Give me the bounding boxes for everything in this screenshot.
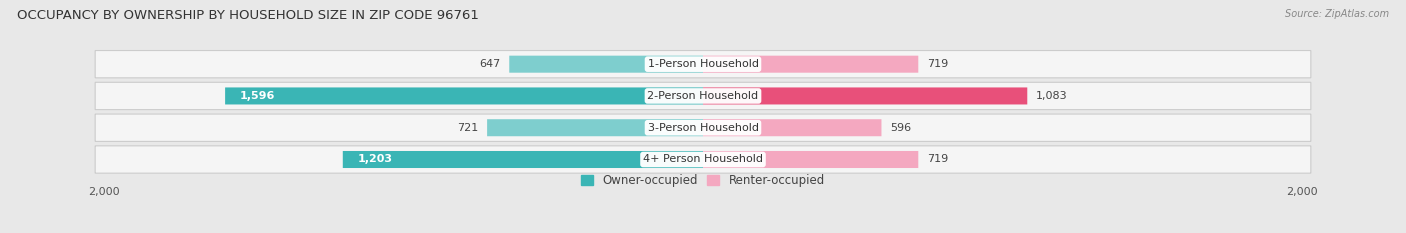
Text: Source: ZipAtlas.com: Source: ZipAtlas.com [1285, 9, 1389, 19]
Text: OCCUPANCY BY OWNERSHIP BY HOUSEHOLD SIZE IN ZIP CODE 96761: OCCUPANCY BY OWNERSHIP BY HOUSEHOLD SIZE… [17, 9, 479, 22]
FancyBboxPatch shape [225, 87, 703, 104]
Text: 1-Person Household: 1-Person Household [648, 59, 758, 69]
FancyBboxPatch shape [343, 151, 703, 168]
FancyBboxPatch shape [96, 51, 1310, 78]
FancyBboxPatch shape [96, 82, 1310, 110]
FancyBboxPatch shape [703, 87, 1028, 104]
Text: 1,203: 1,203 [357, 154, 392, 164]
FancyBboxPatch shape [96, 146, 1310, 173]
FancyBboxPatch shape [703, 56, 918, 73]
Text: 3-Person Household: 3-Person Household [648, 123, 758, 133]
Text: 4+ Person Household: 4+ Person Household [643, 154, 763, 164]
Text: 647: 647 [479, 59, 501, 69]
FancyBboxPatch shape [509, 56, 703, 73]
Text: 2-Person Household: 2-Person Household [647, 91, 759, 101]
FancyBboxPatch shape [96, 114, 1310, 141]
Text: 721: 721 [457, 123, 478, 133]
Text: 719: 719 [928, 59, 949, 69]
Legend: Owner-occupied, Renter-occupied: Owner-occupied, Renter-occupied [581, 174, 825, 187]
Text: 1,596: 1,596 [240, 91, 276, 101]
Text: 596: 596 [890, 123, 911, 133]
FancyBboxPatch shape [703, 151, 918, 168]
Text: 719: 719 [928, 154, 949, 164]
Text: 1,083: 1,083 [1036, 91, 1069, 101]
FancyBboxPatch shape [486, 119, 703, 136]
FancyBboxPatch shape [703, 119, 882, 136]
